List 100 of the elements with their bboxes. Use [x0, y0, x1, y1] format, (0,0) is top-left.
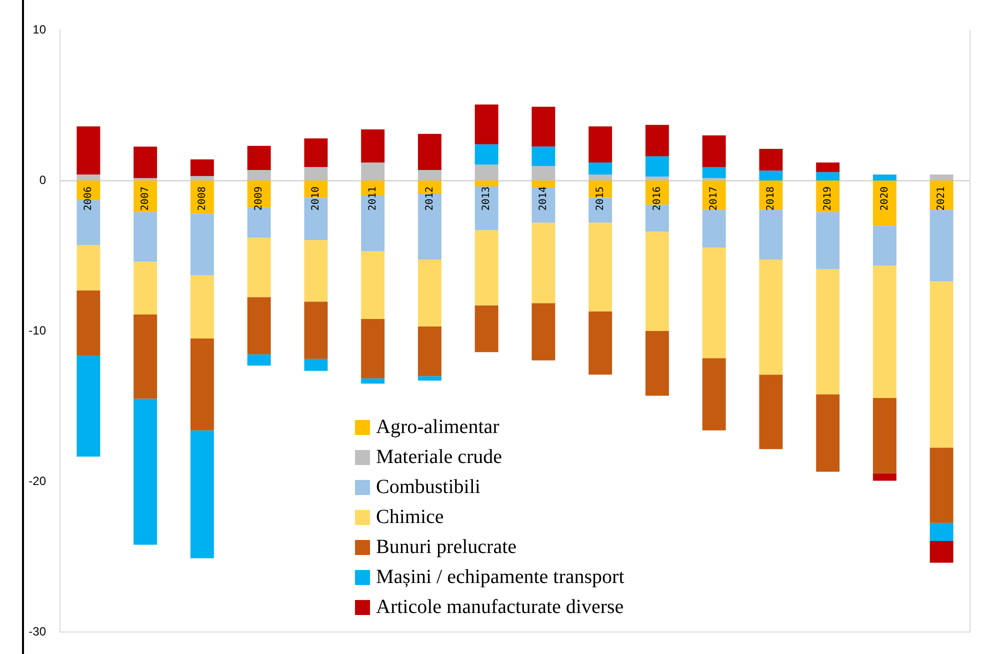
bar	[645, 232, 669, 331]
bar	[361, 318, 385, 378]
legend-label: Mașini / echipamente transport	[376, 565, 624, 590]
bar	[76, 290, 100, 356]
bar	[702, 358, 726, 430]
x-tick-label: 2018	[766, 186, 777, 211]
bar	[76, 245, 100, 290]
x-tick-label: 2017	[708, 186, 720, 211]
bar	[247, 238, 271, 298]
y-tick-label: -30	[28, 624, 46, 638]
legend-label: Materiale crude	[376, 445, 502, 470]
bar	[588, 222, 612, 312]
bar	[361, 378, 385, 384]
bar	[134, 314, 158, 399]
bar	[304, 166, 328, 180]
bar	[247, 146, 271, 170]
bar	[872, 266, 896, 398]
bar	[759, 210, 783, 260]
bar	[304, 302, 328, 359]
x-tick-label: 2010	[310, 186, 322, 211]
x-tick-label: 2021	[936, 186, 948, 211]
bar	[645, 176, 669, 180]
bar	[759, 148, 783, 171]
bar	[872, 398, 896, 474]
bar	[474, 104, 498, 144]
x-tick-label: 2012	[424, 186, 436, 211]
bar	[930, 174, 954, 180]
bar	[645, 156, 669, 177]
x-tick-label: 2014	[538, 186, 550, 211]
bar	[816, 172, 840, 180]
bar	[134, 398, 158, 545]
bar	[474, 305, 498, 352]
bar	[588, 311, 612, 375]
y-tick-label: -10	[28, 323, 46, 338]
legend-label: Chimice	[376, 505, 444, 530]
bar	[588, 174, 612, 180]
y-tick-label: 0	[39, 172, 46, 187]
bar	[134, 262, 158, 314]
bar	[190, 214, 214, 276]
bar	[759, 260, 783, 375]
bar	[361, 162, 385, 180]
bar	[418, 376, 442, 381]
bar	[474, 164, 498, 180]
bar	[76, 126, 100, 174]
bar	[304, 138, 328, 167]
x-tick-label: 2015	[594, 186, 606, 211]
bar	[532, 180, 556, 188]
bar	[532, 146, 556, 166]
bar	[645, 124, 669, 156]
bar	[702, 135, 726, 167]
bar	[532, 166, 556, 180]
bar	[474, 230, 498, 306]
bar	[816, 212, 840, 270]
y-tick-label: 10	[32, 22, 46, 36]
bar	[190, 430, 214, 558]
bar	[702, 210, 726, 248]
legend-label: Articole manufacturate diverse	[376, 595, 624, 620]
bar	[532, 106, 556, 147]
bar	[532, 303, 556, 360]
bar	[930, 448, 954, 523]
bar	[930, 522, 954, 541]
x-tick-label: 2011	[367, 186, 378, 211]
legend-label: Bunuri prelucrate	[376, 535, 516, 560]
x-tick-label: 2020	[879, 186, 890, 211]
bar	[588, 162, 612, 174]
x-tick-label: 2007	[140, 186, 151, 211]
bar	[361, 129, 385, 162]
bar	[304, 240, 328, 302]
bar	[247, 354, 271, 366]
bar	[645, 331, 669, 396]
legend-label: Agro-alimentar	[376, 415, 500, 440]
bar	[304, 358, 328, 371]
bar	[76, 356, 100, 457]
bar	[872, 226, 896, 266]
x-tick-label: 2013	[481, 186, 492, 211]
bar	[759, 374, 783, 450]
bar	[474, 144, 498, 165]
x-tick-label: 2016	[652, 186, 663, 211]
bar	[816, 269, 840, 394]
bar	[702, 166, 726, 178]
bar	[532, 188, 556, 223]
x-tick-label: 2019	[822, 186, 834, 211]
bar	[588, 126, 612, 162]
bar	[418, 134, 442, 170]
bar	[190, 176, 214, 180]
legend-label: Combustibili	[376, 475, 480, 500]
bar	[418, 260, 442, 326]
bar	[134, 146, 158, 178]
bar	[532, 222, 556, 304]
bar	[930, 281, 954, 448]
bar	[872, 180, 896, 226]
x-tick-label: 2006	[83, 186, 94, 211]
x-tick-label: 2009	[254, 186, 265, 211]
bar	[418, 326, 442, 376]
bar	[190, 275, 214, 339]
bar	[930, 540, 954, 563]
bar	[247, 170, 271, 180]
x-tick-label: 2008	[196, 186, 208, 211]
bar	[134, 212, 158, 262]
bar	[190, 338, 214, 430]
